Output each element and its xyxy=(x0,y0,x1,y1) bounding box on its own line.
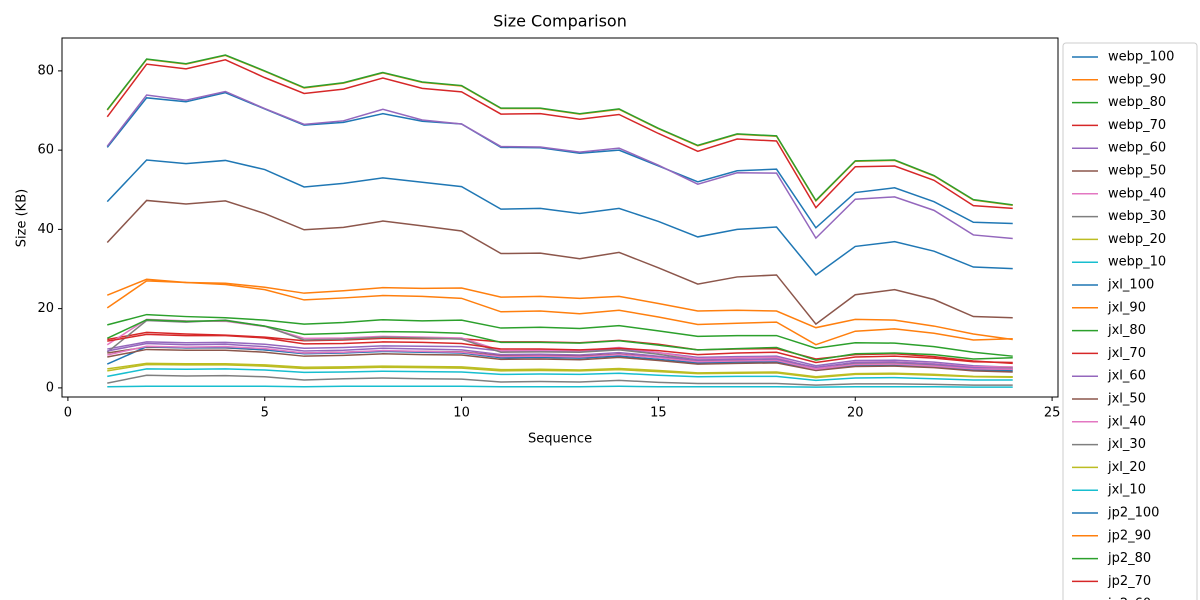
series-line xyxy=(106,318,1013,361)
legend-label: jxl_40 xyxy=(1107,414,1146,429)
legend-label: jxl_50 xyxy=(1107,392,1146,407)
series-line xyxy=(106,159,1013,276)
chart-title: Size Comparison xyxy=(493,12,627,31)
legend-label: jxl_20 xyxy=(1107,460,1146,475)
legend-label: jxl_70 xyxy=(1107,346,1146,361)
series-line xyxy=(107,362,1013,378)
series-line xyxy=(106,345,1013,372)
legend-label: webp_10 xyxy=(1108,255,1166,270)
series-line xyxy=(107,333,1013,364)
y-tick-label: 40 xyxy=(37,222,54,237)
x-axis-label: Sequence xyxy=(528,432,592,447)
legend-frame xyxy=(1062,42,1198,600)
legend-label: jp2_60 xyxy=(1107,597,1151,600)
series-line xyxy=(107,368,1013,382)
x-tick-label: 10 xyxy=(453,406,470,421)
legend-label: jp2_90 xyxy=(1107,528,1151,543)
legend-label: jp2_70 xyxy=(1107,574,1151,589)
series-line xyxy=(106,278,1013,341)
legend-label: jxl_80 xyxy=(1107,323,1146,338)
legend-label: jp2_80 xyxy=(1107,551,1151,566)
legend-label: webp_70 xyxy=(1108,118,1166,133)
series-line xyxy=(106,280,1013,346)
legend-label: webp_90 xyxy=(1108,72,1166,87)
series-line xyxy=(107,374,1013,386)
legend-label: jxl_90 xyxy=(1107,300,1146,315)
series-line xyxy=(106,90,1013,240)
y-tick-label: 20 xyxy=(37,301,54,316)
x-tick-label: 15 xyxy=(650,406,667,421)
x-tick-label: 25 xyxy=(1044,406,1061,421)
legend-label: webp_50 xyxy=(1108,164,1166,179)
series-line xyxy=(106,59,1013,210)
series-line xyxy=(106,199,1013,326)
legend: webp_100 webp_90 webp_80 webp_70 webp_60webp… xyxy=(1062,42,1198,600)
series-line xyxy=(107,313,1013,357)
legend-label: jp2_100 xyxy=(1107,506,1159,521)
y-tick-label: 60 xyxy=(37,143,54,158)
legend-label: jxl_10 xyxy=(1107,483,1146,498)
series-line xyxy=(107,363,1013,379)
x-tick-label: 20 xyxy=(847,406,864,421)
series-line xyxy=(107,345,1013,371)
legend-label: webp_40 xyxy=(1108,186,1166,201)
legend-label: jxl_60 xyxy=(1107,369,1146,384)
series-line xyxy=(107,385,1013,388)
x-tick-label: 5 xyxy=(261,406,269,421)
legend-label: webp_80 xyxy=(1108,95,1166,110)
x-tick-label: 0 xyxy=(64,406,72,421)
plot-frame xyxy=(61,37,1059,398)
legend-label: webp_60 xyxy=(1108,141,1166,156)
legend-label: jxl_30 xyxy=(1107,437,1146,452)
y-tick-label: 80 xyxy=(37,63,54,78)
series-line xyxy=(107,342,1013,370)
y-tick-label: 0 xyxy=(46,380,54,395)
series-line xyxy=(107,348,1013,373)
legend-label: webp_100 xyxy=(1108,50,1174,65)
legend-label: webp_20 xyxy=(1108,232,1166,247)
series-line xyxy=(106,54,1013,206)
legend-label: jxl_100 xyxy=(1107,278,1154,293)
y-axis-label: Size (KB) xyxy=(15,189,30,247)
legend-label: webp_30 xyxy=(1108,209,1166,224)
